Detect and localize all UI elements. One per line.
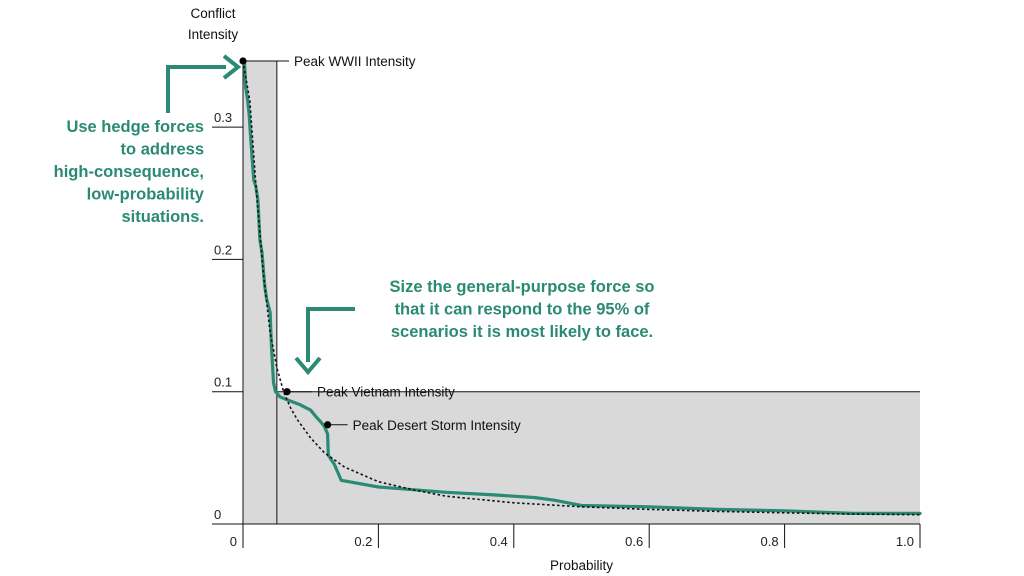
annotation-label: Peak WWII Intensity [294, 54, 416, 69]
chart-frame [242, 60, 920, 525]
callout-size-text: scenarios it is most likely to face. [391, 323, 653, 341]
callouts: Use hedge forces to address high-consequen… [54, 54, 655, 376]
callout-hedge-text: to address [121, 141, 204, 159]
annotations: Peak WWII Intensity Peak Vietnam Intensit… [239, 54, 521, 433]
callout-size-text: Size the general-purpose force so [390, 278, 655, 296]
x-axis: 0 0.2 0.4 0.6 0.8 1.0 Probability [230, 524, 921, 573]
callout-hedge-text: Use hedge forces [66, 118, 204, 136]
hedge-arrow-line [166, 65, 226, 113]
y-tick-label: 0.3 [214, 110, 232, 125]
callout-hedge-text: high-consequence, [54, 163, 204, 181]
x-tick-label: 0.8 [761, 534, 779, 549]
series-lines [242, 59, 922, 516]
annotation-label: Peak Vietnam Intensity [317, 385, 455, 400]
shaded-regions [243, 61, 921, 524]
size-arrow-line [306, 307, 355, 362]
y-axis-title: Intensity [188, 27, 239, 42]
y-tick-label: 0 [214, 507, 221, 522]
x-tick-label: 1.0 [896, 534, 914, 549]
x-tick-label: 0 [230, 534, 237, 549]
annotation-point [283, 388, 291, 396]
shaded-region-1 [276, 391, 921, 524]
size-arrow-head [294, 356, 322, 376]
callout-hedge-text: situations. [121, 208, 204, 226]
x-tick-label: 0.4 [490, 534, 508, 549]
x-tick-label: 0.6 [625, 534, 643, 549]
callout-hedge-text: low-probability [87, 186, 205, 204]
intensity-curve-line [242, 59, 922, 515]
y-axis-title: Conflict [190, 6, 235, 21]
y-tick-label: 0.2 [214, 242, 232, 257]
y-axis: 0 0.1 0.2 0.3 Conflict Intensity [188, 6, 243, 525]
x-axis-title: Probability [550, 558, 613, 573]
shaded-region-0 [243, 61, 277, 524]
x-tick-label: 0.2 [354, 534, 372, 549]
annotation-label: Peak Desert Storm Intensity [353, 418, 521, 433]
y-tick-label: 0.1 [214, 375, 232, 390]
callout-size-text: that it can respond to the 95% of [395, 301, 650, 319]
annotation-point [239, 57, 247, 65]
fitted-curve-line [242, 60, 921, 516]
annotation-point [324, 421, 332, 429]
hedge-arrow-head [222, 54, 242, 80]
